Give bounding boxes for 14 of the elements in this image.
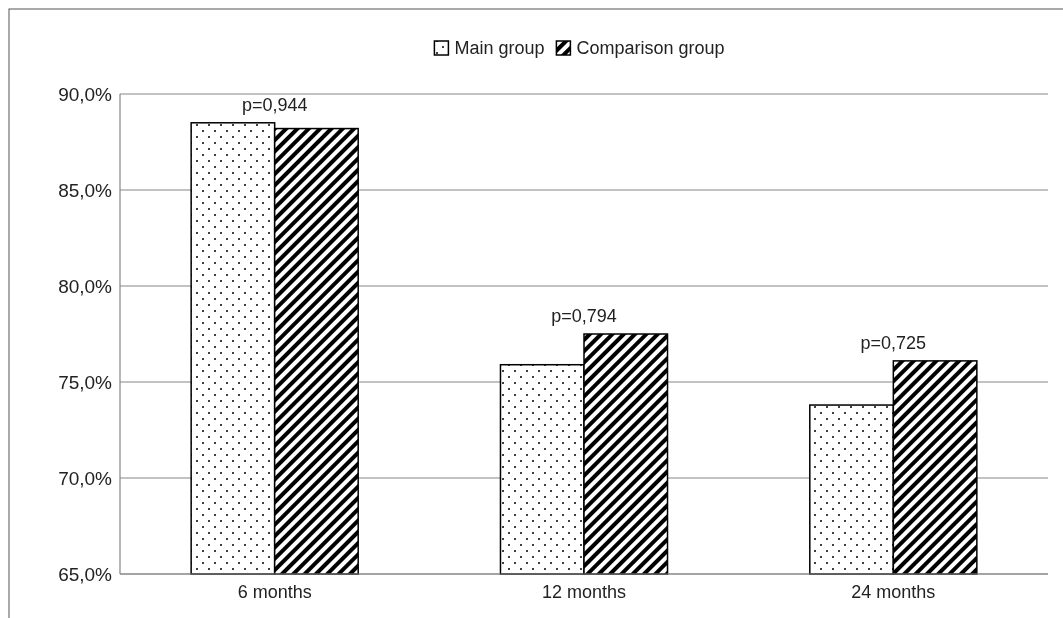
y-tick-label: 80,0% — [58, 275, 113, 297]
annotation: p=0,944 — [241, 94, 308, 115]
y-tick-label: 70,0% — [58, 467, 113, 489]
x-tick-label: 24 months — [851, 582, 936, 602]
y-tick-label: 65,0% — [58, 563, 113, 585]
legend-label: Main group — [454, 38, 545, 59]
annotation: p=0,794 — [551, 306, 617, 326]
x-tick-label: 12 months — [541, 582, 627, 602]
annotation: p=0,725 — [860, 332, 927, 353]
x-tick-label: 6 months — [237, 582, 312, 602]
y-tick-label: 90,0% — [58, 83, 113, 105]
legend-label: Comparison group — [576, 38, 725, 59]
y-tick-label: 85,0% — [58, 179, 113, 201]
y-tick-label: 75,0% — [58, 371, 113, 393]
